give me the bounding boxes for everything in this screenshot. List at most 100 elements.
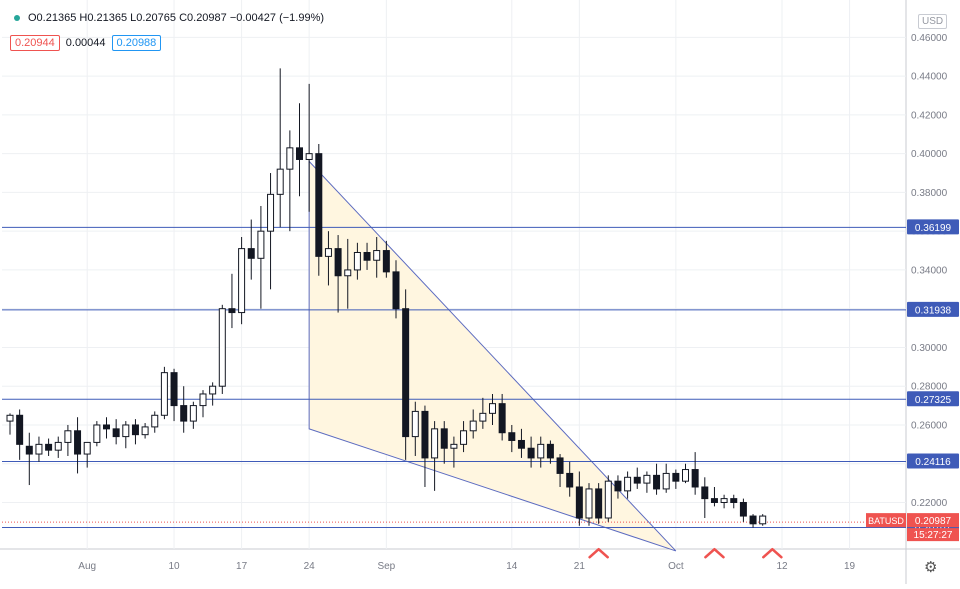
x-tick-label: 12	[776, 561, 788, 572]
candle	[180, 386, 188, 433]
level-label: 0.31938	[915, 305, 952, 316]
candle-body	[585, 488, 593, 519]
candle-body	[749, 515, 757, 525]
candle-body	[662, 472, 670, 490]
candle-body	[16, 414, 24, 445]
countdown-tag-bg	[907, 528, 959, 542]
candle	[122, 421, 130, 449]
candle-body	[450, 443, 458, 449]
falling-wedge-triangle	[308, 160, 677, 552]
candle	[710, 486, 718, 507]
x-tick-label: Aug	[78, 561, 96, 572]
candle	[653, 463, 661, 495]
candle-body	[508, 432, 516, 441]
candle-body	[160, 372, 168, 416]
candle-body	[247, 248, 255, 259]
candle-body	[315, 153, 323, 257]
candle-body	[614, 480, 622, 492]
candle	[691, 452, 699, 495]
candle	[218, 304, 226, 394]
candle	[83, 441, 91, 468]
candle	[460, 421, 468, 453]
candle	[604, 475, 612, 522]
candle	[585, 483, 593, 526]
candle-body	[267, 193, 275, 232]
candle-body	[489, 403, 496, 414]
buy-price-box[interactable]: 0.20988	[111, 35, 162, 51]
candle	[160, 366, 168, 420]
candle	[54, 436, 62, 458]
y-tick-label: 0.26000	[911, 420, 948, 431]
ohlc-values: O0.21365 H0.21365 L0.20765 C0.20987 −0.0…	[28, 12, 325, 24]
candle-body	[257, 230, 265, 259]
candle-body	[421, 410, 429, 459]
gear-icon[interactable]: ⚙	[924, 559, 938, 576]
candle	[353, 242, 361, 280]
candle-body	[566, 472, 574, 488]
candle	[35, 436, 43, 462]
candle	[566, 461, 574, 497]
candle	[344, 238, 352, 309]
candle-body	[431, 428, 439, 459]
candle-body	[730, 498, 738, 503]
symbol-tag-bg	[866, 513, 906, 528]
level-label-bg	[907, 301, 959, 317]
level-label-bg	[907, 453, 959, 469]
candle	[296, 103, 303, 197]
candle	[624, 471, 632, 499]
bounce-marker-icon	[588, 547, 609, 559]
currency-label[interactable]: USD	[918, 14, 948, 29]
candle	[305, 83, 313, 212]
candle-body	[305, 153, 313, 160]
candle	[382, 240, 390, 278]
x-tick-label: 24	[304, 561, 316, 572]
level-label: 0.27325	[915, 395, 952, 406]
candle	[103, 417, 110, 439]
level-label-bg	[907, 219, 959, 235]
candle	[440, 421, 448, 464]
candle-body	[54, 441, 62, 451]
candle-body	[131, 424, 139, 436]
candle	[228, 273, 236, 329]
candle	[247, 219, 255, 280]
candle	[64, 424, 72, 456]
sell-price-box[interactable]: 0.20944	[10, 35, 60, 51]
candle-body	[228, 308, 236, 314]
x-tick-label: 10	[168, 561, 180, 572]
candle-body	[653, 474, 661, 490]
candle	[276, 68, 284, 228]
y-tick-label: 0.40000	[911, 149, 948, 160]
candle-body	[460, 430, 468, 445]
candle	[556, 454, 564, 487]
x-tick-label: 19	[844, 561, 856, 572]
level-label: 0.36199	[915, 223, 952, 234]
candle-body	[633, 476, 641, 484]
candle-body	[209, 385, 217, 395]
candle	[672, 469, 680, 489]
candle-body	[556, 457, 564, 474]
y-tick-label: 0.46000	[911, 33, 948, 44]
x-tick-label: Sep	[377, 561, 395, 572]
candle	[324, 231, 332, 286]
candle-body	[35, 443, 43, 455]
level-label: 0.24116	[915, 457, 951, 468]
candle-body	[373, 250, 381, 261]
candle	[537, 436, 545, 468]
candle-body	[575, 486, 583, 519]
candle	[517, 428, 525, 458]
y-tick-label: 0.34000	[911, 265, 948, 276]
candle	[402, 289, 410, 460]
candle-body	[218, 308, 226, 387]
spread-value: 0.00044	[65, 37, 106, 49]
x-tick-label: 17	[236, 561, 248, 572]
candle-body	[527, 447, 535, 459]
candle-body	[595, 488, 603, 519]
candle-body	[334, 248, 342, 277]
y-tick-label: 0.38000	[911, 188, 948, 199]
candle	[431, 421, 439, 491]
candle	[575, 471, 583, 526]
candle-body	[759, 515, 767, 525]
candle	[469, 409, 477, 439]
